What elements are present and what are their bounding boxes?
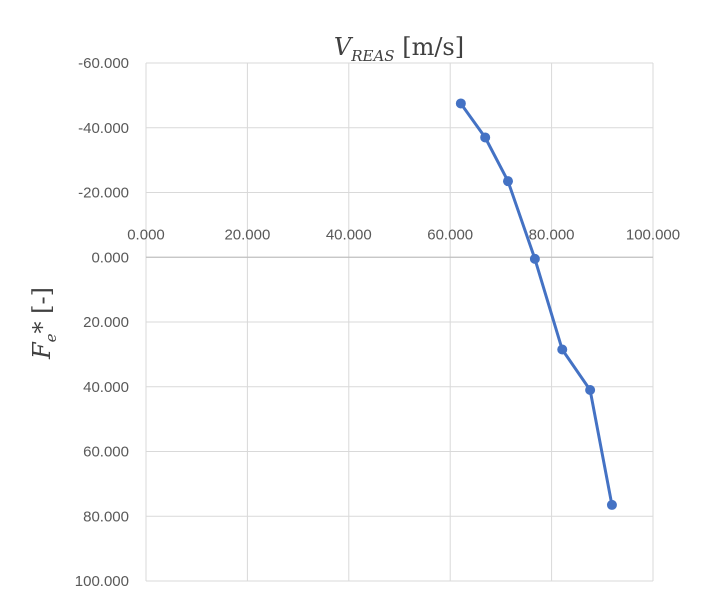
data-point [480,132,491,143]
series-group [455,98,617,510]
x-tick-label: 80.000 [529,226,575,243]
y-tick-label: 60.000 [83,444,129,461]
ylabel-unit: * [-] [28,287,56,333]
data-point [557,344,568,355]
y-tick-label: 40.000 [83,379,129,396]
x-tick-label: 60.000 [427,226,473,243]
title-unit: [m/s] [395,33,465,61]
y-tick-label: -20.000 [78,185,129,202]
y-tick-label: -40.000 [78,120,129,137]
y-tick-label: -60.000 [78,55,129,72]
ylabel-variable: F [28,341,56,360]
y-tick-label: 80.000 [83,508,129,525]
x-tick-label: 100.000 [626,226,680,243]
x-tick-labels: 0.000 20.000 40.000 60.000 80.000 100.000 [127,226,680,243]
data-point [606,499,617,510]
data-point [585,384,596,395]
y-tick-label: 100.000 [75,573,129,590]
data-point [529,253,540,264]
ylabel-subscript: e [42,333,60,342]
y-tick-label: 0.000 [91,249,129,266]
y-axis-label: Fe* [-] [28,287,60,360]
gridlines [145,62,654,582]
x-tick-label: 20.000 [224,226,270,243]
chart-title: VREAS [m/s] [334,33,464,65]
title-subscript: REAS [350,47,394,65]
data-point [502,176,513,187]
y-tick-label: 20.000 [83,314,129,331]
data-point [455,98,466,109]
y-tick-labels: -60.000 -40.000 -20.000 0.000 20.000 40.000 60… [75,55,129,590]
series-line [459,102,614,507]
x-tick-label: 0.000 [127,226,165,243]
x-tick-label: 40.000 [326,226,372,243]
title-variable: V [334,33,354,61]
